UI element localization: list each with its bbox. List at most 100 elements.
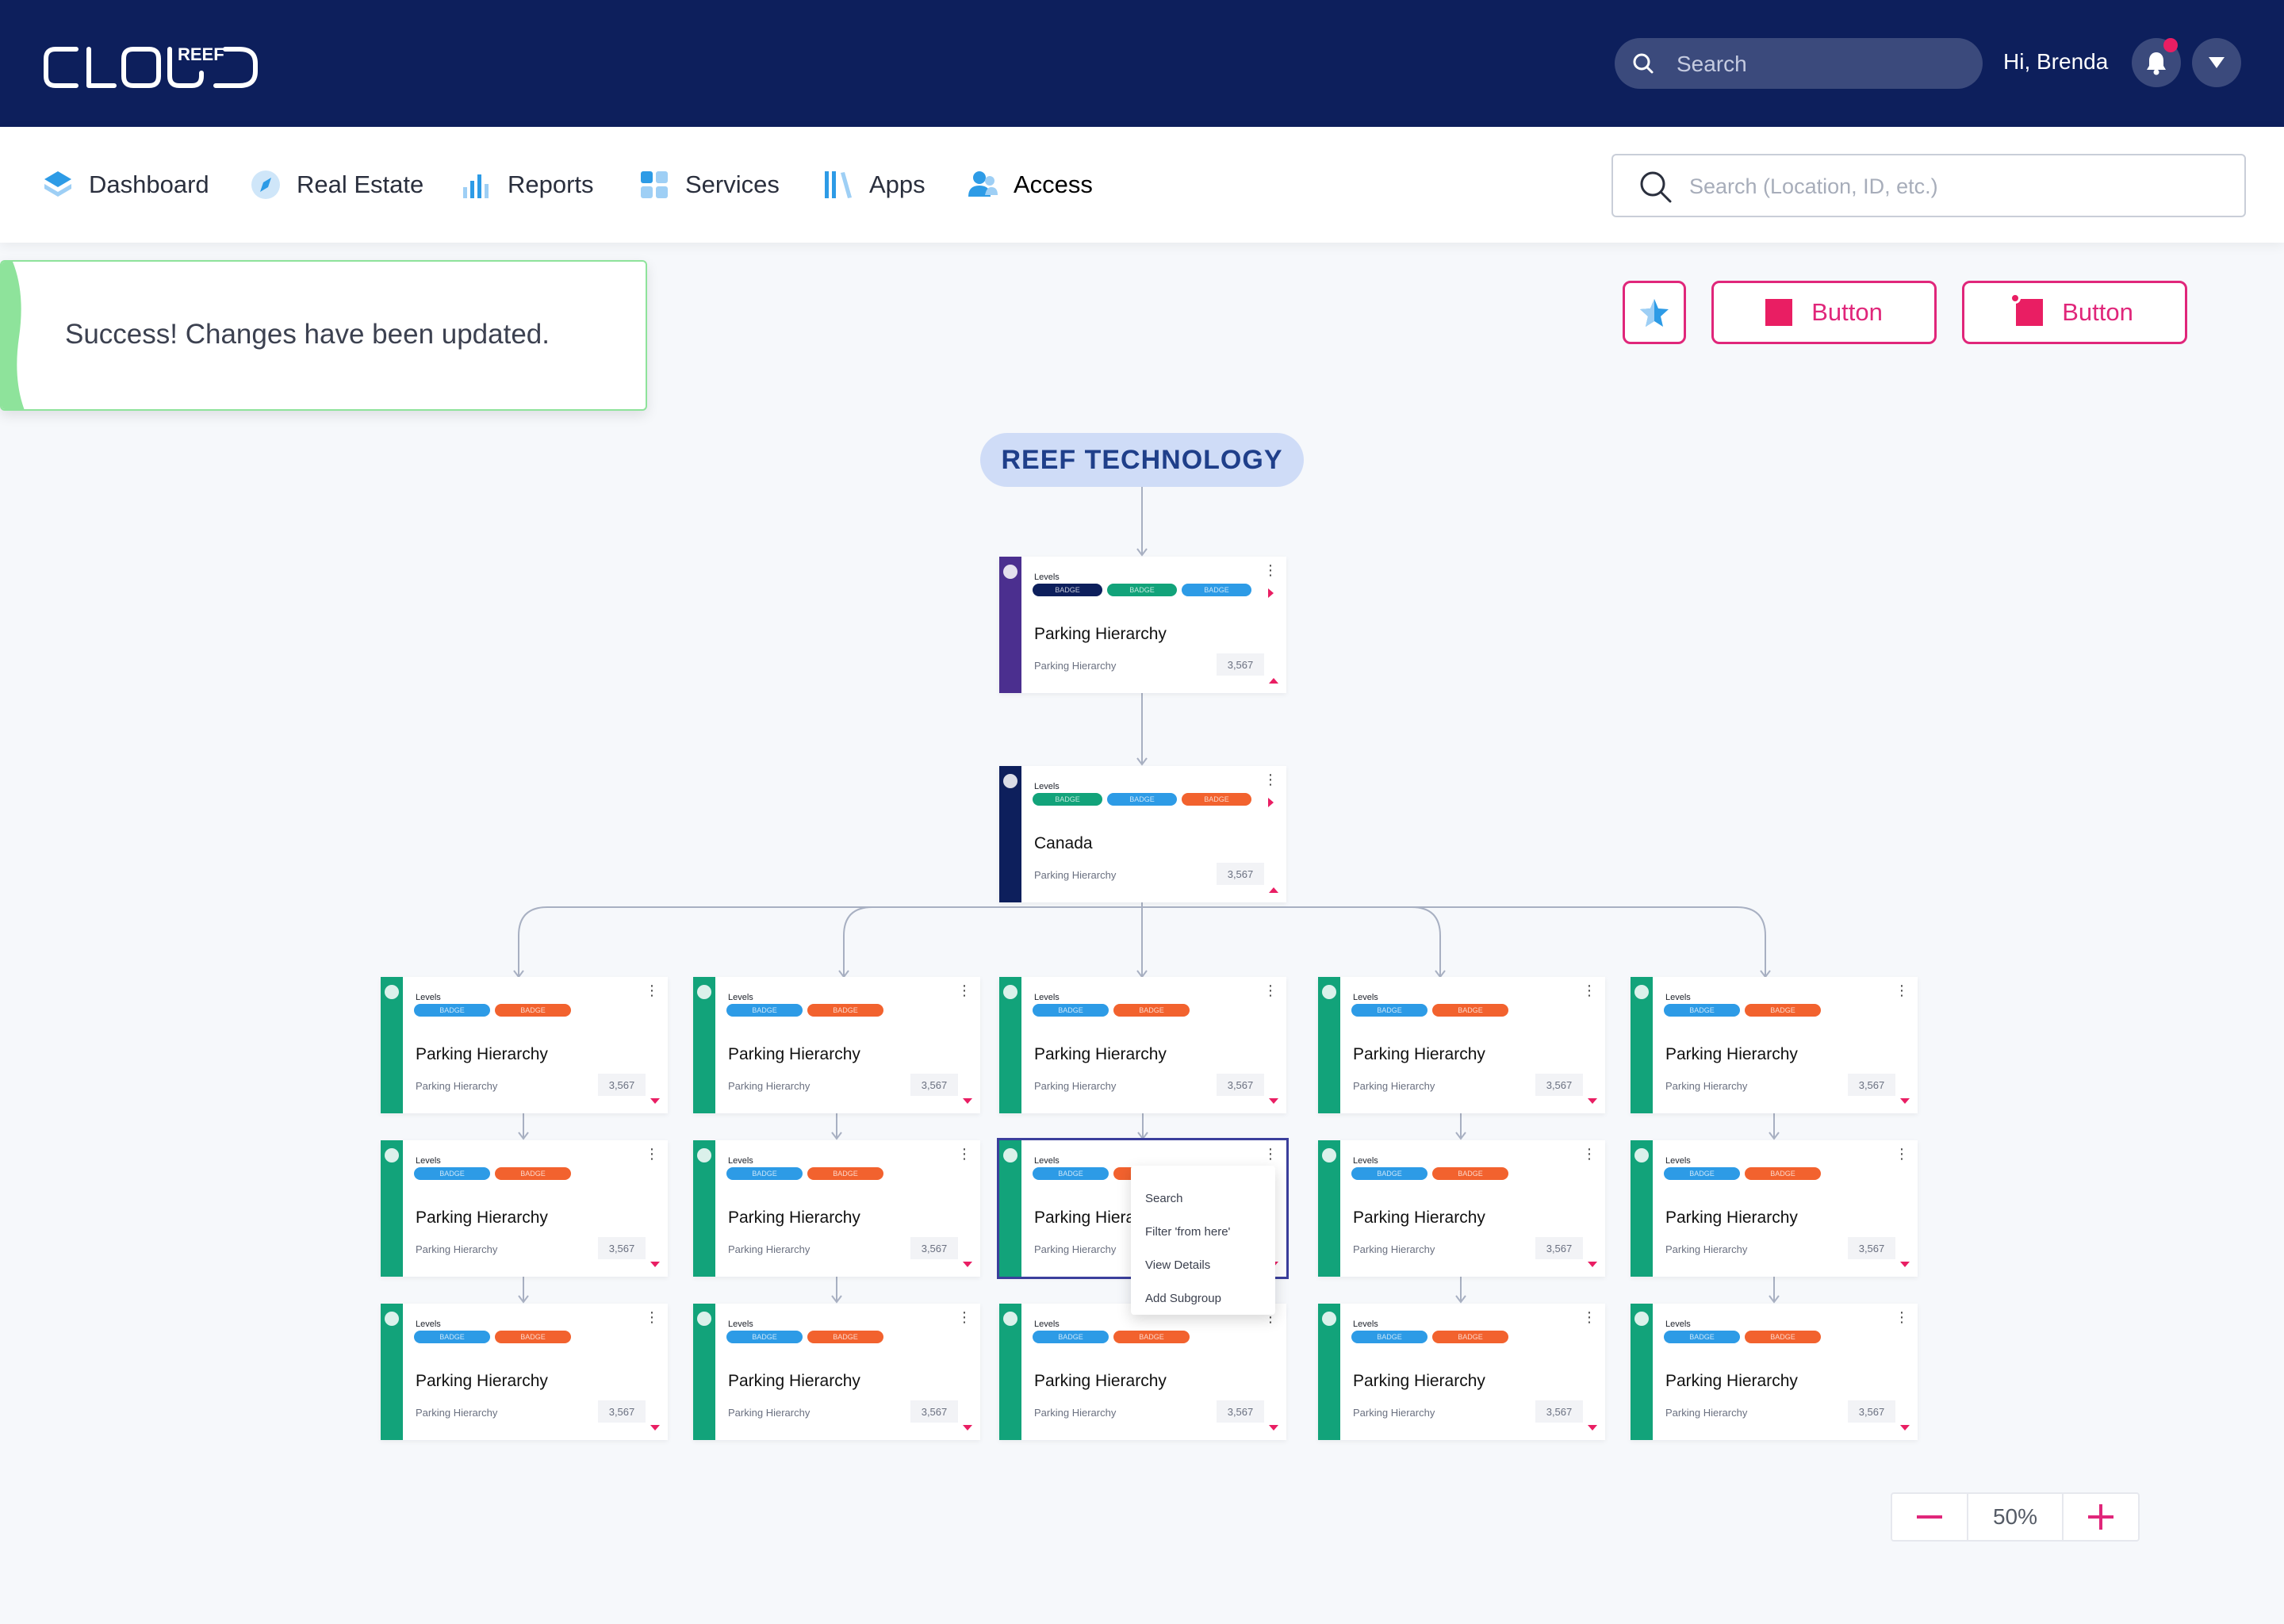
compass-icon (251, 170, 280, 199)
nav-item-dashboard[interactable]: Dashboard (41, 167, 209, 203)
expand-icon[interactable] (650, 1098, 660, 1104)
more-options-icon[interactable]: ⋮ (645, 982, 659, 998)
secondary-action-button[interactable]: Button (1962, 281, 2187, 344)
user-menu-button[interactable] (2192, 38, 2241, 87)
star-icon (1322, 1312, 1336, 1326)
notifications-button[interactable] (2132, 38, 2181, 87)
nav-item-services[interactable]: Services (638, 167, 780, 203)
badge: BADGE (1664, 1004, 1740, 1017)
more-options-icon[interactable]: ⋮ (1263, 772, 1278, 787)
expand-icon[interactable] (1900, 1425, 1910, 1431)
grid-icon (641, 171, 668, 198)
zoom-out-button[interactable] (1892, 1494, 1967, 1540)
card-level-label: Levels (1034, 993, 1060, 1002)
card-level-label: Levels (728, 1156, 753, 1166)
card-count: 3,567 (910, 1074, 958, 1096)
expand-right-icon[interactable] (1268, 798, 1274, 807)
more-options-icon[interactable]: ⋮ (957, 1309, 971, 1325)
more-options-icon[interactable]: ⋮ (1263, 562, 1278, 578)
more-options-icon[interactable]: ⋮ (1582, 982, 1596, 998)
expand-icon[interactable] (963, 1425, 972, 1431)
more-options-icon[interactable]: ⋮ (645, 1309, 659, 1325)
expand-icon[interactable] (963, 1098, 972, 1104)
more-options-icon[interactable]: ⋮ (1895, 1309, 1909, 1325)
badge: BADGE (1113, 1004, 1190, 1017)
menu-item-view-details[interactable]: View Details (1145, 1258, 1211, 1272)
location-search-placeholder: Search (Location, ID, etc.) (1689, 174, 1938, 198)
cloud-reef-logo[interactable]: REEF (41, 40, 263, 95)
expand-icon[interactable] (1588, 1098, 1597, 1104)
menu-item-filter-from-here[interactable]: Filter 'from here' (1145, 1224, 1231, 1239)
expand-icon[interactable] (963, 1262, 972, 1267)
nav-item-apps[interactable]: Apps (822, 167, 925, 203)
badge: BADGE (1432, 1167, 1508, 1180)
badge: BADGE (1182, 793, 1251, 806)
expand-icon[interactable] (1900, 1262, 1910, 1267)
nav-label-apps: Apps (869, 170, 925, 198)
star-icon (1003, 565, 1017, 579)
nav-item-real-estate[interactable]: Real Estate (249, 167, 423, 203)
card-title: Parking Hierarchy (1665, 1045, 1798, 1063)
more-options-icon[interactable]: ⋮ (645, 1146, 659, 1162)
card-context-menu: Search Filter 'from here' View Details A… (1131, 1166, 1275, 1315)
hierarchy-card-level2[interactable]: Levels ⋮ BADGE BADGE BADGE Canada Parkin… (999, 766, 1286, 902)
expand-icon[interactable] (1588, 1262, 1597, 1267)
menu-item-search[interactable]: Search (1145, 1191, 1183, 1205)
location-search-input[interactable]: Search (Location, ID, etc.) (1611, 154, 2246, 217)
hierarchy-card-level1[interactable]: Levels ⋮ BADGE BADGE BADGE Parking Hiera… (999, 557, 1286, 693)
more-options-icon[interactable]: ⋮ (957, 982, 971, 998)
zoom-in-button[interactable] (2064, 1494, 2138, 1540)
card-title: Parking Hierarchy (1353, 1045, 1485, 1063)
more-options-icon[interactable]: ⋮ (1582, 1146, 1596, 1162)
more-options-icon[interactable]: ⋮ (1895, 1146, 1909, 1162)
badge: BADGE (807, 1004, 883, 1017)
primary-action-button[interactable]: Button (1711, 281, 1937, 344)
chevron-down-icon (2209, 57, 2225, 68)
expand-icon[interactable] (1269, 1098, 1278, 1104)
more-options-icon[interactable]: ⋮ (957, 1146, 971, 1162)
badge: BADGE (1033, 1167, 1109, 1180)
more-options-icon[interactable]: ⋮ (1263, 982, 1278, 998)
badge: BADGE (495, 1004, 571, 1017)
badge: BADGE (1664, 1331, 1740, 1343)
expand-right-icon[interactable] (1268, 588, 1274, 598)
expand-icon[interactable] (1269, 1425, 1278, 1431)
collapse-icon[interactable] (1269, 678, 1278, 684)
star-icon (1003, 985, 1017, 999)
more-options-icon[interactable]: ⋮ (1895, 982, 1909, 998)
expand-icon[interactable] (650, 1425, 660, 1431)
favorite-button[interactable] (1623, 281, 1686, 344)
menu-item-add-subgroup[interactable]: Add Subgroup (1145, 1291, 1221, 1305)
card-count: 3,567 (598, 1074, 646, 1096)
expand-icon[interactable] (1588, 1425, 1597, 1431)
bell-icon (2147, 52, 2166, 75)
more-options-icon[interactable]: ⋮ (1582, 1309, 1596, 1325)
more-options-icon[interactable]: ⋮ (1263, 1146, 1278, 1162)
badge: BADGE (1182, 584, 1251, 596)
card-count: 3,567 (910, 1237, 958, 1259)
card-title: Parking Hierarchy (1034, 1372, 1167, 1390)
success-toast: Success! Changes have been updated. (0, 260, 647, 411)
global-search-input[interactable]: Search (1615, 38, 1983, 89)
nav-item-reports[interactable]: Reports (460, 167, 594, 203)
org-root-node[interactable]: REEF TECHNOLOGY (980, 433, 1304, 487)
expand-icon[interactable] (650, 1262, 660, 1267)
zoom-level: 50% (1967, 1494, 2064, 1540)
collapse-icon[interactable] (1269, 887, 1278, 893)
expand-icon[interactable] (1900, 1098, 1910, 1104)
nav-item-access[interactable]: Access (966, 167, 1093, 203)
